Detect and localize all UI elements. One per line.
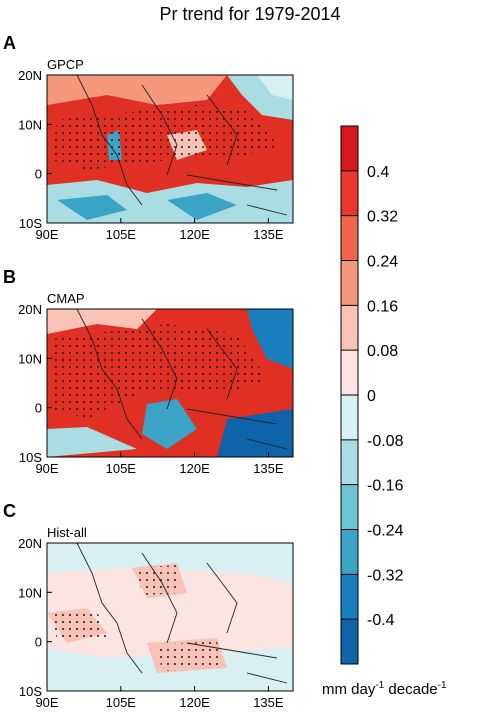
x-tick-label: 90E (35, 695, 58, 710)
frame (46, 74, 294, 224)
y-tick-label: 10N (18, 585, 42, 600)
y-tick-label: 20N (18, 302, 42, 317)
colorbar-box (341, 170, 358, 216)
figure-title: Pr trend for 1979-2014 (159, 4, 340, 24)
colorbar-box (341, 215, 358, 261)
colorbar-label: 0.24 (367, 254, 398, 271)
panel-letter: C (3, 501, 16, 521)
colorbar-box (341, 574, 358, 620)
panel-name: CMAP (47, 291, 85, 306)
colorbar-label: 0.4 (367, 164, 389, 181)
panel: B CMAP 90E 105E 120E 135E 20N 10N 0 10S (3, 267, 294, 476)
colorbar-label: 0.32 (367, 209, 398, 226)
panel: A GPCP 90E 105E 120E 135E 20N 10N 0 10S (3, 33, 294, 242)
colorbar-label: -0.16 (367, 478, 404, 495)
colorbar-box (341, 305, 358, 351)
y-tick-label: 20N (18, 536, 42, 551)
colorbar-label: 0.08 (367, 343, 398, 360)
y-tick-label: 10S (19, 684, 42, 699)
panel-letter: A (3, 33, 16, 53)
map-field (47, 543, 293, 691)
map-field (47, 309, 293, 457)
colorbar-box (341, 619, 358, 664)
x-tick-label: 135E (253, 227, 284, 242)
colorbar-box (341, 484, 358, 530)
x-tick-label: 105E (106, 695, 137, 710)
x-tick-label: 90E (35, 227, 58, 242)
y-tick-label: 20N (18, 68, 42, 83)
colorbar-unit: mm day-1 decade-1 (322, 680, 447, 698)
panel-name: GPCP (47, 57, 84, 72)
y-tick-label: 10N (18, 117, 42, 132)
y-tick-label: 0 (35, 401, 42, 416)
frame (46, 542, 294, 692)
y-tick-label: 0 (35, 167, 42, 182)
frame (46, 308, 294, 458)
x-tick-label: 120E (179, 461, 210, 476)
colorbar-label: -0.32 (367, 567, 404, 584)
x-tick-label: 135E (253, 695, 284, 710)
x-tick-label: 120E (179, 695, 210, 710)
colorbar-box (341, 260, 358, 306)
y-tick-label: 10N (18, 351, 42, 366)
panel-letter: B (3, 267, 16, 287)
colorbar-box (341, 529, 358, 575)
colorbar-box (341, 126, 358, 171)
colorbar-label: 0.16 (367, 298, 398, 315)
panel-name: Hist-all (47, 525, 87, 540)
colorbar-label: 0 (367, 388, 376, 405)
y-tick-label: 0 (35, 635, 42, 650)
map-field (47, 75, 293, 223)
y-tick-label: 10S (19, 216, 42, 231)
colorbar-label: -0.24 (367, 523, 404, 540)
panel: C Hist-all 90E 105E 120E 135E 20N 10N 0 10S (3, 501, 294, 710)
colorbar-label: -0.08 (367, 433, 404, 450)
colorbar-label: -0.4 (367, 612, 395, 629)
x-tick-label: 105E (106, 461, 137, 476)
y-tick-label: 10S (19, 450, 42, 465)
colorbar-box (341, 439, 358, 485)
colorbar-box (341, 350, 358, 395)
x-tick-label: 135E (253, 461, 284, 476)
x-tick-label: 120E (179, 227, 210, 242)
colorbar: 0.4 0.32 0.24 0.16 0.08 0 -0.08 -0.16 -0.24 -0.32… (340, 125, 404, 665)
colorbar-box (341, 395, 358, 440)
x-tick-label: 105E (106, 227, 137, 242)
x-tick-label: 90E (35, 461, 58, 476)
